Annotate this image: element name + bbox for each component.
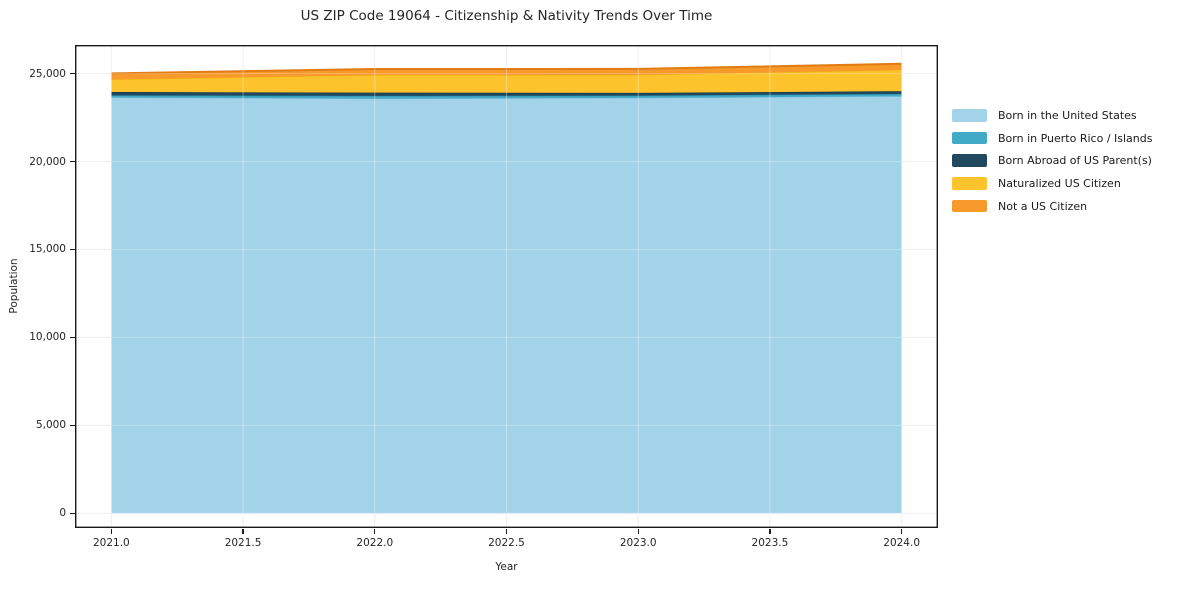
legend-swatch [952, 177, 987, 190]
area-edge-5 [111, 62, 902, 75]
legend-swatch [952, 131, 987, 145]
y-tick-label: 10,000 [29, 331, 66, 344]
area-4 [111, 69, 902, 93]
legend-label: Naturalized US Citizen [998, 176, 1121, 190]
x-tick-mark [769, 528, 771, 534]
x-tick-mark [374, 528, 376, 534]
stacked-area-chart [74, 44, 938, 529]
y-tick-label: 0 [59, 507, 66, 520]
legend-swatch [952, 154, 987, 167]
x-tick-label: 2024.0 [883, 537, 921, 549]
legend-row: Born in the United States [952, 104, 1152, 127]
legend-row: Naturalized US Citizen [952, 172, 1152, 195]
x-tick-mark [901, 528, 903, 534]
legend-row: Not a US Citizen [952, 195, 1152, 218]
legend-row: Born in Puerto Rico / Islands [952, 127, 1152, 150]
x-tick-mark [110, 528, 112, 534]
y-tick-label: 20,000 [29, 155, 66, 168]
y-tick-label: 5,000 [35, 419, 66, 432]
area-1 [111, 96, 902, 514]
legend-label: Born Abroad of US Parent(s) [998, 154, 1152, 168]
legend-row: Born Abroad of US Parent(s) [952, 149, 1152, 172]
legend-label: Not a US Citizen [998, 199, 1088, 213]
legend-swatch [952, 199, 987, 213]
y-tick-mark [70, 73, 75, 75]
y-tick-mark [70, 160, 75, 163]
chart-title: US ZIP Code 19064 - Citizenship & Nativi… [300, 8, 713, 24]
y-tick-mark [70, 336, 75, 338]
x-tick-label: 2021.0 [92, 537, 130, 549]
legend: Born in the United States Born in Puerto … [952, 104, 1152, 217]
x-tick-label: 2021.5 [224, 537, 262, 549]
y-tick-mark [70, 512, 75, 514]
y-tick-mark [70, 424, 75, 426]
y-tick-mark [70, 248, 75, 251]
area-edge-4 [111, 69, 902, 81]
legend-label: Born in Puerto Rico / Islands [998, 131, 1153, 145]
x-tick-label: 2023.5 [751, 537, 789, 549]
x-tick-mark [637, 528, 639, 534]
x-tick-label: 2022.0 [356, 537, 394, 549]
legend-label: Born in the United States [998, 108, 1137, 122]
x-tick-mark [242, 528, 244, 534]
x-tick-label: 2023.0 [619, 537, 657, 549]
x-tick-mark [505, 528, 508, 534]
y-tick-label: 15,000 [29, 243, 66, 256]
legend-swatch [952, 109, 987, 122]
plot-area [74, 44, 938, 529]
plot-spines [74, 44, 938, 529]
y-tick-label: 25,000 [29, 67, 66, 80]
area-3 [111, 91, 902, 96]
x-tick-label: 2022.5 [488, 537, 525, 549]
x-axis-label: Year [495, 561, 518, 573]
